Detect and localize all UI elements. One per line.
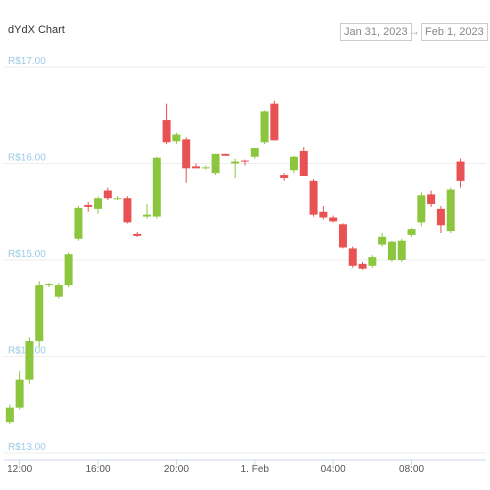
candle-body xyxy=(289,156,298,171)
candle-body xyxy=(45,284,54,286)
candle-body xyxy=(368,257,377,266)
candle-body xyxy=(152,157,161,217)
candle-body xyxy=(417,195,426,223)
candle-body xyxy=(280,175,289,178)
candle-body xyxy=(113,198,122,200)
candle-body xyxy=(456,161,465,181)
candle-body xyxy=(191,166,200,169)
x-tick-label: 08:00 xyxy=(399,464,424,475)
x-tick-label: 12:00 xyxy=(7,464,32,475)
candle-body xyxy=(387,241,396,260)
candle-body xyxy=(378,236,387,245)
candle-body xyxy=(54,285,63,297)
candle-body xyxy=(221,153,230,156)
candle-body xyxy=(309,180,318,215)
candle-body xyxy=(407,229,416,235)
candle-body xyxy=(348,248,357,266)
candle-body xyxy=(270,103,279,141)
candle-body xyxy=(201,167,210,169)
candle-body xyxy=(338,224,347,248)
y-tick-label: R$13.00 xyxy=(8,442,46,453)
candle-body xyxy=(436,208,445,226)
candle-body xyxy=(103,190,112,199)
date-arrow: → xyxy=(408,24,420,38)
candle-body xyxy=(397,240,406,260)
chart-title: dYdX Chart xyxy=(8,24,65,36)
candle-body xyxy=(211,153,220,174)
candle-body xyxy=(15,379,24,408)
candle-body xyxy=(182,139,191,169)
x-tick-label: 1. Feb xyxy=(241,464,270,475)
candle-body xyxy=(94,198,103,209)
candle-body xyxy=(25,341,34,380)
candle-body xyxy=(143,214,152,217)
date-to[interactable]: Feb 1, 2023 xyxy=(421,23,488,41)
x-tick-label: 20:00 xyxy=(164,464,189,475)
candle-body xyxy=(133,233,142,236)
candle-body xyxy=(64,254,73,286)
candle-body xyxy=(260,111,269,143)
candle-body xyxy=(35,285,44,342)
candle-body xyxy=(250,148,259,157)
candle-body xyxy=(84,204,93,207)
candle-body xyxy=(427,194,436,205)
candle-body xyxy=(240,160,249,162)
candle-body xyxy=(329,217,338,222)
x-tick-label: 16:00 xyxy=(86,464,111,475)
x-tick-label: 04:00 xyxy=(321,464,346,475)
candle-body xyxy=(319,211,328,218)
candle-body xyxy=(172,134,181,142)
candle-body xyxy=(299,150,308,177)
date-from[interactable]: Jan 31, 2023 xyxy=(340,23,412,41)
candle-body xyxy=(162,120,171,143)
candle-body xyxy=(123,198,132,223)
y-tick-label: R$17.00 xyxy=(8,56,46,67)
candle-body xyxy=(358,263,367,269)
candle-body xyxy=(446,189,455,232)
candle-body xyxy=(231,161,240,164)
y-tick-label: R$16.00 xyxy=(8,153,46,164)
candle-body xyxy=(5,407,14,423)
y-tick-label: R$15.00 xyxy=(8,249,46,260)
candle-body xyxy=(74,207,83,239)
